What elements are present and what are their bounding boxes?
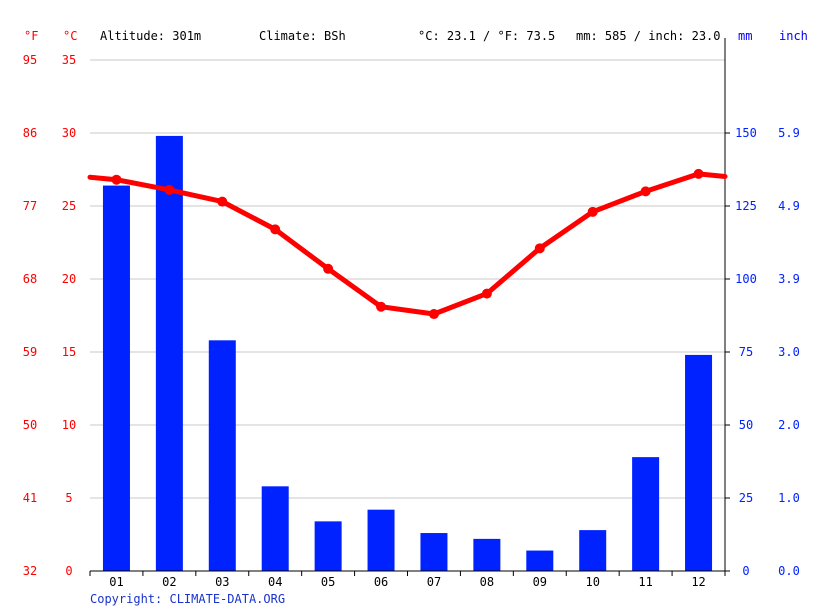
fahrenheit-tick-label: 95 xyxy=(23,53,37,67)
inch-tick-label: 4.9 xyxy=(778,199,800,213)
temperature-point xyxy=(534,243,545,254)
precipitation-bar xyxy=(473,538,501,571)
month-tick-label: 09 xyxy=(533,575,547,589)
temperature-polyline xyxy=(87,171,728,317)
inch-unit-label: inch xyxy=(779,29,808,43)
precipitation-bar xyxy=(685,354,713,571)
month-tick-label: 07 xyxy=(427,575,441,589)
month-tick-label: 06 xyxy=(374,575,388,589)
altitude-label: Altitude: 301m xyxy=(100,29,202,43)
total-precipitation-label: mm: 585 / inch: 23.0 xyxy=(576,29,721,43)
mm-unit-label: mm xyxy=(738,29,753,43)
fahrenheit-tick-label: 68 xyxy=(23,272,37,286)
month-tick-label: 01 xyxy=(109,575,123,589)
mm-tick-label: 150 xyxy=(735,126,757,140)
fahrenheit-tick-label: 32 xyxy=(23,564,37,578)
celsius-tick-label: 0 xyxy=(65,564,72,578)
fahrenheit-tick-label: 77 xyxy=(23,199,37,213)
inch-tick-label: 2.0 xyxy=(778,418,800,432)
celsius-tick-label: 35 xyxy=(62,53,76,67)
fahrenheit-tick-label: 50 xyxy=(23,418,37,432)
average-temperature-label: °C: 23.1 / °F: 73.5 xyxy=(418,29,556,43)
climate-label: Climate: BSh xyxy=(259,29,346,43)
celsius-tick-label: 10 xyxy=(62,418,76,432)
grid-lines xyxy=(90,59,725,499)
month-tick-label: 05 xyxy=(321,575,335,589)
inch-tick-label: 5.9 xyxy=(778,126,800,140)
temperature-point xyxy=(587,206,598,217)
precipitation-bar xyxy=(579,530,607,571)
temperature-point xyxy=(693,168,704,179)
temperature-point xyxy=(428,309,439,320)
temperature-point xyxy=(164,184,175,195)
month-tick-label: 03 xyxy=(215,575,229,589)
temperature-point xyxy=(376,301,387,312)
precipitation-bar xyxy=(314,521,342,571)
temperature-point xyxy=(111,174,122,185)
month-tick-label: 12 xyxy=(691,575,705,589)
temperature-point xyxy=(323,263,334,274)
fahrenheit-tick-label: 41 xyxy=(23,491,37,505)
celsius-tick-label: 15 xyxy=(62,345,76,359)
precipitation-bar xyxy=(155,135,183,572)
precipitation-bars xyxy=(102,135,713,572)
fahrenheit-tick-label: 59 xyxy=(23,345,37,359)
celsius-tick-label: 5 xyxy=(65,491,72,505)
chart-axes xyxy=(89,38,730,576)
temperature-point xyxy=(270,224,281,235)
celsius-unit-label: °C xyxy=(63,29,78,43)
precipitation-bar xyxy=(367,509,395,571)
fahrenheit-tick-label: 86 xyxy=(23,126,37,140)
precipitation-bar xyxy=(261,486,289,571)
inch-tick-label: 1.0 xyxy=(778,491,800,505)
mm-tick-label: 25 xyxy=(739,491,753,505)
mm-tick-label: 75 xyxy=(739,345,753,359)
precipitation-bar xyxy=(526,550,554,571)
fahrenheit-unit-label: °F xyxy=(24,29,39,43)
tick-labels: 01 02 03 04 05 06 07 08 09 10 11 123241505968778695… xyxy=(23,53,800,589)
month-tick-label: 10 xyxy=(585,575,599,589)
mm-tick-label: 125 xyxy=(735,199,757,213)
inch-tick-label: 0.0 xyxy=(778,564,800,578)
precipitation-bar xyxy=(102,185,130,571)
inch-tick-label: 3.0 xyxy=(778,345,800,359)
copyright-link[interactable]: Copyright: CLIMATE-DATA.ORG xyxy=(90,592,286,606)
temperature-point xyxy=(640,186,651,197)
month-tick-label: 02 xyxy=(162,575,176,589)
inch-tick-label: 3.9 xyxy=(778,272,800,286)
month-tick-label: 08 xyxy=(480,575,494,589)
celsius-tick-label: 30 xyxy=(62,126,76,140)
month-tick-label: 11 xyxy=(638,575,652,589)
temperature-point xyxy=(217,196,228,207)
precipitation-bar xyxy=(420,533,448,571)
precipitation-bar xyxy=(208,340,236,571)
celsius-tick-label: 25 xyxy=(62,199,76,213)
temperature-line xyxy=(87,168,728,320)
mm-tick-label: 50 xyxy=(739,418,753,432)
month-tick-label: 04 xyxy=(268,575,282,589)
precipitation-bar xyxy=(632,457,660,571)
mm-tick-label: 0 xyxy=(742,564,749,578)
temperature-point xyxy=(481,288,492,299)
celsius-tick-label: 20 xyxy=(62,272,76,286)
mm-tick-label: 100 xyxy=(735,272,757,286)
